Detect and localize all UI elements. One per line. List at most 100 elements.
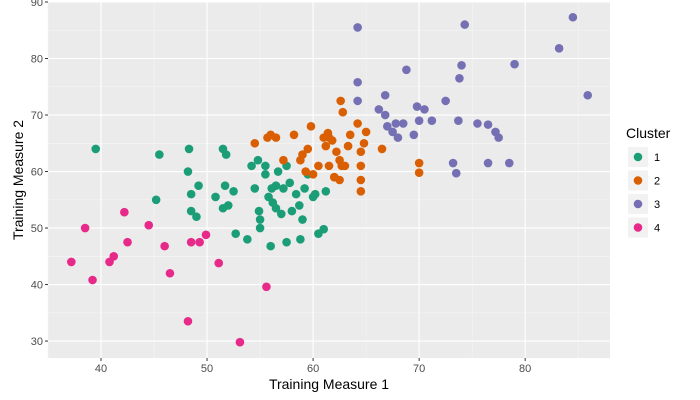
data-point-cluster-3 xyxy=(393,133,403,142)
data-point-cluster-2 xyxy=(377,144,387,154)
legend-items: 1 2 3 4 xyxy=(628,147,660,238)
data-point-cluster-1 xyxy=(186,206,196,216)
data-point-cluster-1 xyxy=(192,212,201,222)
data-point-cluster-2 xyxy=(338,107,348,117)
data-point-cluster-1 xyxy=(321,187,331,196)
data-point-cluster-2 xyxy=(356,147,366,157)
data-point-cluster-3 xyxy=(568,12,578,22)
data-point-cluster-1 xyxy=(151,195,161,205)
y-tick-label: 70 xyxy=(31,110,43,122)
data-point-cluster-2 xyxy=(343,141,353,151)
data-point-cluster-3 xyxy=(398,119,408,128)
data-point-cluster-4 xyxy=(214,258,224,268)
data-point-cluster-1 xyxy=(273,167,283,176)
data-point-cluster-4 xyxy=(165,268,175,278)
data-point-cluster-1 xyxy=(183,167,193,176)
data-point-cluster-4 xyxy=(235,337,245,347)
data-point-cluster-3 xyxy=(414,116,424,125)
data-point-cluster-3 xyxy=(494,133,503,142)
data-point-cluster-3 xyxy=(448,158,458,168)
y-tick-label: 40 xyxy=(31,280,43,292)
y-tick-label: 50 xyxy=(31,223,43,235)
data-point-cluster-3 xyxy=(483,120,493,129)
y-axis-ticks: 30 40 50 60 70 80 90 xyxy=(31,0,48,348)
data-point-cluster-1 xyxy=(291,189,301,199)
data-point-cluster-1 xyxy=(296,235,305,244)
data-point-cluster-1 xyxy=(250,184,260,193)
data-point-cluster-1 xyxy=(310,189,320,199)
data-point-cluster-1 xyxy=(282,237,291,247)
legend-key-point xyxy=(633,223,643,232)
data-point-cluster-1 xyxy=(253,155,263,165)
data-point-cluster-2 xyxy=(356,161,366,171)
data-point-cluster-1 xyxy=(271,181,281,190)
data-point-cluster-1 xyxy=(287,206,297,216)
data-point-cluster-2 xyxy=(303,144,313,154)
data-point-cluster-2 xyxy=(301,167,310,176)
data-point-cluster-3 xyxy=(483,158,493,168)
data-point-cluster-2 xyxy=(332,147,341,157)
data-point-cluster-2 xyxy=(353,119,362,128)
data-point-cluster-2 xyxy=(340,161,350,171)
data-point-cluster-2 xyxy=(289,130,299,140)
data-point-cluster-4 xyxy=(201,230,211,240)
y-tick-label: 60 xyxy=(31,167,43,179)
data-point-cluster-2 xyxy=(356,175,366,185)
x-tick-label: 40 xyxy=(95,363,107,375)
data-point-cluster-1 xyxy=(266,241,275,251)
data-point-cluster-2 xyxy=(414,158,424,168)
y-tick-label: 80 xyxy=(31,54,43,66)
data-point-cluster-2 xyxy=(345,130,355,140)
data-point-cluster-2 xyxy=(359,138,369,148)
data-point-cluster-2 xyxy=(361,127,371,137)
data-point-cluster-3 xyxy=(380,90,390,100)
data-point-cluster-3 xyxy=(388,127,397,137)
legend-key-point xyxy=(633,176,643,185)
data-point-cluster-4 xyxy=(67,257,76,267)
data-point-cluster-3 xyxy=(353,77,362,87)
data-point-cluster-3 xyxy=(457,60,466,70)
data-point-cluster-3 xyxy=(412,102,422,111)
data-point-cluster-3 xyxy=(380,110,390,120)
data-point-cluster-1 xyxy=(276,209,286,219)
data-point-cluster-2 xyxy=(321,141,331,151)
data-points xyxy=(67,12,593,347)
data-point-cluster-1 xyxy=(194,181,203,190)
data-point-cluster-4 xyxy=(144,220,154,230)
data-point-cluster-1 xyxy=(229,187,238,196)
x-tick-label: 50 xyxy=(201,363,213,375)
data-point-cluster-4 xyxy=(120,207,129,217)
data-point-cluster-2 xyxy=(324,161,334,171)
legend-key-point xyxy=(633,199,643,209)
legend-key-point xyxy=(633,152,643,162)
legend-label: 1 xyxy=(654,152,660,164)
data-point-cluster-2 xyxy=(250,138,260,148)
legend-label: 2 xyxy=(654,176,660,188)
data-point-cluster-1 xyxy=(254,206,264,216)
data-point-cluster-2 xyxy=(271,133,281,142)
data-point-cluster-2 xyxy=(298,150,307,159)
data-point-cluster-1 xyxy=(221,150,231,159)
data-point-cluster-1 xyxy=(285,178,295,188)
data-point-cluster-3 xyxy=(510,59,519,69)
data-point-cluster-1 xyxy=(91,144,101,154)
legend-title: Cluster xyxy=(626,125,671,141)
data-point-cluster-3 xyxy=(409,130,419,140)
data-point-cluster-4 xyxy=(195,237,204,247)
data-point-cluster-1 xyxy=(247,161,256,171)
x-tick-label: 80 xyxy=(519,363,531,375)
data-point-cluster-4 xyxy=(186,237,196,247)
legend-label: 3 xyxy=(654,199,660,211)
data-point-cluster-1 xyxy=(298,215,307,224)
data-point-cluster-1 xyxy=(300,184,309,193)
legend: Cluster 1 2 3 4 xyxy=(626,125,671,238)
data-point-cluster-2 xyxy=(336,96,345,106)
legend-label: 4 xyxy=(654,223,660,235)
data-point-cluster-2 xyxy=(330,172,339,182)
data-point-cluster-1 xyxy=(279,184,288,193)
data-point-cluster-3 xyxy=(554,44,564,53)
grid-major xyxy=(48,1,610,358)
data-point-cluster-3 xyxy=(504,158,514,168)
data-point-cluster-3 xyxy=(473,119,482,128)
